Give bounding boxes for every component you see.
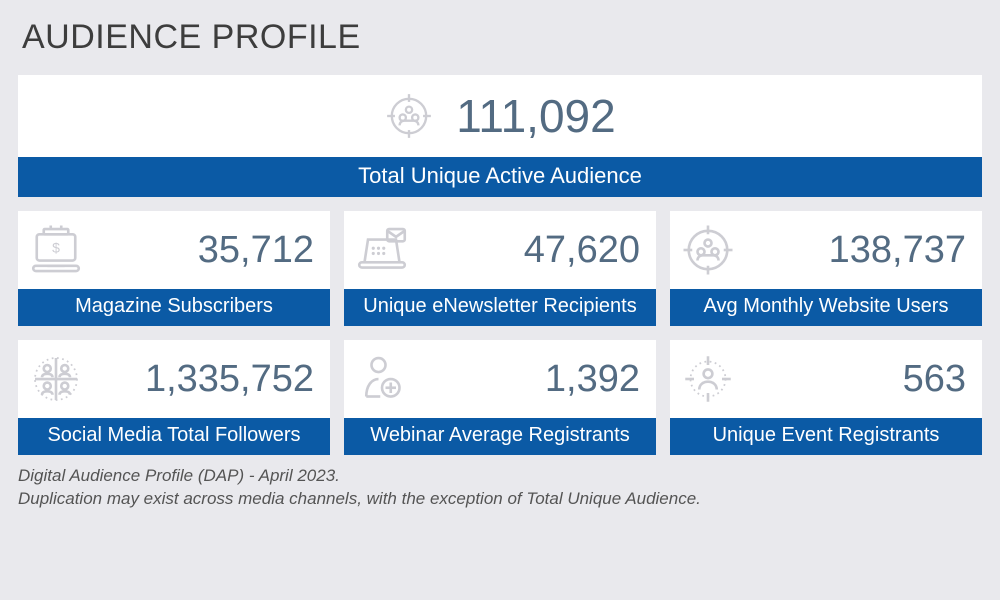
- card-value: 138,737: [754, 229, 972, 272]
- card-value: 1,392: [428, 358, 646, 401]
- social-media-icon: [28, 351, 84, 407]
- card-website-users: 138,737 Avg Monthly Website Users: [670, 211, 982, 326]
- card-value: 1,335,752: [102, 358, 320, 401]
- hero-card: 111,092 Total Unique Active Audience: [18, 75, 982, 197]
- card-value: 35,712: [102, 229, 320, 272]
- card-enewsletter-recipients: 47,620 Unique eNewsletter Recipients: [344, 211, 656, 326]
- card-value: 47,620: [428, 229, 646, 272]
- card-label: Magazine Subscribers: [18, 289, 330, 326]
- webinar-icon: [354, 351, 410, 407]
- card-label: Social Media Total Followers: [18, 418, 330, 455]
- card-magazine-subscribers: 35,712 Magazine Subscribers: [18, 211, 330, 326]
- audience-profile-panel: AUDIENCE PROFILE 111,092 Total Unique Ac…: [0, 0, 1000, 600]
- card-label: Webinar Average Registrants: [344, 418, 656, 455]
- card-label: Unique eNewsletter Recipients: [344, 289, 656, 326]
- card-event-registrants: 563 Unique Event Registrants: [670, 340, 982, 455]
- hero-label: Total Unique Active Audience: [18, 157, 982, 197]
- footnote: Digital Audience Profile (DAP) - April 2…: [18, 465, 982, 511]
- website-users-icon: [680, 222, 736, 278]
- hero-top: 111,092: [18, 75, 982, 157]
- footnote-line1: Digital Audience Profile (DAP) - April 2…: [18, 465, 982, 488]
- event-registrants-icon: [680, 351, 736, 407]
- target-audience-icon: [384, 91, 434, 141]
- card-webinar-registrants: 1,392 Webinar Average Registrants: [344, 340, 656, 455]
- magazine-icon: [28, 222, 84, 278]
- card-value: 563: [754, 358, 972, 401]
- footnote-line2: Duplication may exist across media chann…: [18, 488, 982, 511]
- card-label: Avg Monthly Website Users: [670, 289, 982, 326]
- page-title: AUDIENCE PROFILE: [22, 18, 982, 57]
- card-label: Unique Event Registrants: [670, 418, 982, 455]
- newsletter-icon: [354, 222, 410, 278]
- hero-value: 111,092: [456, 89, 615, 143]
- card-social-followers: 1,335,752 Social Media Total Followers: [18, 340, 330, 455]
- stats-grid: 35,712 Magazine Subscribers 47,620 Uniqu…: [18, 211, 982, 455]
